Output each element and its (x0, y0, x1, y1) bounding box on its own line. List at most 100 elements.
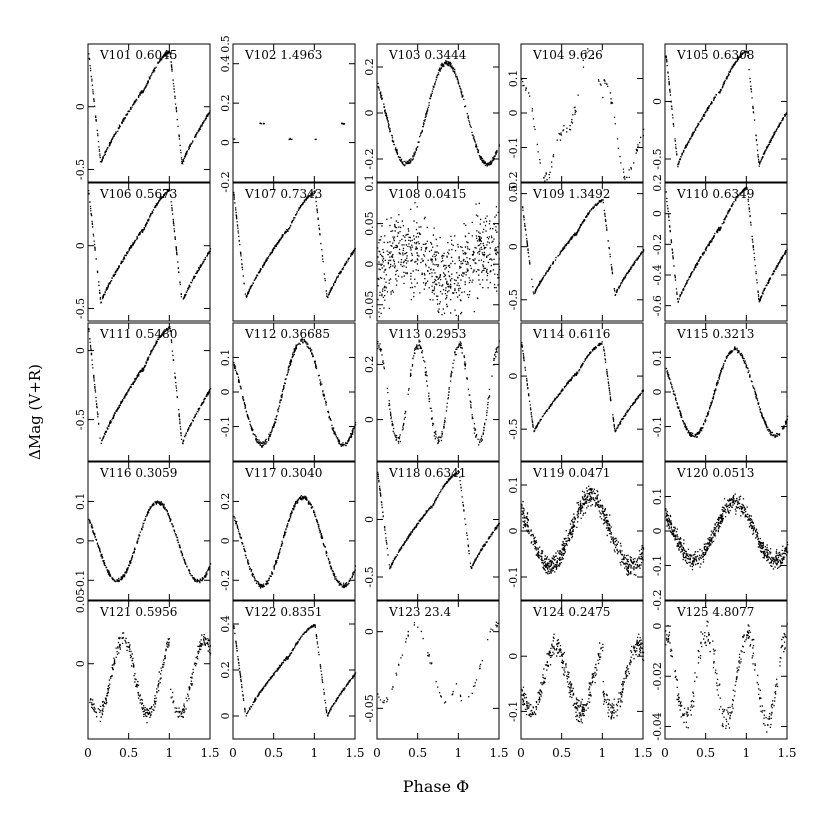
x-tick-label: 0 (229, 746, 237, 760)
x-tick-label: 1.5 (489, 746, 508, 760)
x-tick-label: 1 (166, 746, 174, 760)
data-points (88, 500, 212, 584)
panel-title: V116 0.3059 (99, 466, 177, 480)
panel-v120: -0.2 -0.1 0 0.1 V120 0.0513 (651, 461, 789, 611)
y-tick-label: 0 (363, 261, 376, 268)
panel-frame (520, 461, 644, 601)
y-tick-label: 0.05 (363, 211, 376, 236)
panel-frame (232, 600, 356, 740)
y-tick-label: -0.1 (74, 570, 87, 591)
y-tick-label: 0 (363, 416, 376, 423)
y-tick-label: 0.5 (507, 185, 520, 203)
panel-title: V121 0.5956 (99, 605, 177, 619)
panel-frame (376, 461, 500, 601)
y-tick-label: -0.05 (363, 694, 376, 722)
y-tick-label: 0.1 (74, 493, 87, 511)
y-tick-label: 0.2 (363, 356, 376, 374)
y-tick-label: -0.1 (507, 566, 520, 587)
y-tick-label: 0 (651, 389, 664, 396)
panel-frame (664, 461, 788, 601)
data-points (665, 50, 788, 168)
y-tick-label: 0 (219, 389, 232, 396)
y-tick-label: -0.2 (651, 234, 664, 255)
panel-frame (376, 43, 500, 183)
panel-title: V125 4.8077 (676, 605, 754, 619)
panel-title: V119 0.0471 (532, 466, 610, 480)
data-points (88, 188, 212, 304)
y-tick-label: 0 (74, 242, 87, 249)
panel-frame (520, 600, 644, 740)
y-tick-label: 0 (507, 373, 520, 380)
data-points (521, 633, 645, 724)
panel-title: V109 1.3492 (532, 187, 610, 201)
x-tick-label: 0.5 (264, 746, 283, 760)
x-tick-label: 1 (599, 746, 607, 760)
y-tick-label: 0 (507, 653, 520, 660)
y-tick-label: -0.02 (651, 662, 664, 690)
panel-v125: -0.04 -0.02 0 V125 4.8077 0 0.5 1 1.5 (651, 600, 797, 760)
panel-title: V117 0.3040 (244, 466, 322, 480)
panel-frame (376, 182, 500, 322)
panel-v106: -0.5 0 V106 0.5673 (74, 182, 212, 322)
panel-frame (520, 43, 644, 183)
y-tick-label: 0 (507, 243, 520, 250)
y-tick-label: 0.05 (74, 589, 87, 614)
data-points (521, 341, 644, 433)
y-axis-label: ΔMag (V+R) (26, 364, 44, 460)
panel-title: V120 0.0513 (676, 466, 754, 480)
panel-title: V108 0.0415 (388, 187, 466, 201)
x-tick-label: 0.5 (408, 746, 427, 760)
data-points (233, 190, 356, 299)
panel-v118: -0.5 0 V118 0.6341 (363, 461, 500, 601)
y-tick-label: -0.5 (74, 159, 87, 180)
y-tick-label: -0.1 (507, 137, 520, 158)
y-tick-label: 0 (651, 528, 664, 535)
data-points (377, 202, 501, 318)
data-points (521, 48, 645, 182)
y-tick-label: -0.5 (74, 409, 87, 430)
y-tick-label: 0.2 (219, 661, 232, 679)
panel-v122: 0 0.2 0.4 V122 0.8351 0 0.5 1 1.5 (219, 600, 365, 760)
panel-v107: V107 0.7343 (232, 182, 356, 322)
data-points (233, 495, 357, 589)
y-tick-label: 0.1 (651, 488, 664, 506)
panel-v109: -0.5 0 0.5 V109 1.3492 (507, 182, 645, 322)
panel-title: V118 0.6341 (388, 466, 466, 480)
x-tick-label: 0.5 (552, 746, 571, 760)
y-tick-label: -0.5 (507, 419, 520, 440)
data-points (88, 50, 211, 165)
panel-frame (520, 182, 644, 322)
panel-v119: -0.1 0 0.1 V119 0.0471 (507, 461, 645, 601)
panel-frame (664, 43, 788, 183)
y-tick-label: 0 (363, 628, 376, 635)
y-tick-label: 0 (651, 210, 664, 217)
panel-title: V110 0.6349 (676, 187, 754, 201)
y-tick-label: -0.5 (507, 289, 520, 310)
y-tick-label: 0.1 (507, 70, 520, 88)
y-tick-label: -0.1 (651, 416, 664, 437)
panel-v112: -0.1 0 0.1 V112 0.36685 (219, 322, 357, 462)
y-tick-label: -0.1 (507, 701, 520, 722)
panel-frame (87, 600, 211, 740)
y-tick-label: 0 (74, 537, 87, 544)
data-points (522, 199, 645, 296)
panel-title: V103 0.3444 (388, 48, 467, 62)
panel-v110: -0.6 -0.4 -0.2 0 0.2 V110 0.6349 (651, 174, 788, 322)
y-tick-label: -0.2 (219, 171, 232, 192)
panel-v117: -0.2 0 0.2 V117 0.3040 (219, 461, 357, 601)
data-points (233, 624, 357, 717)
x-tick-label: 1.5 (777, 746, 796, 760)
panel-v116: -0.1 0 0.1 V116 0.3059 (74, 461, 212, 601)
panel-v115: -0.1 0 0.1 V115 0.3213 (651, 322, 789, 462)
y-tick-label: -0.1 (651, 555, 664, 576)
y-tick-label: 0 (651, 623, 664, 630)
y-tick-label: 0.5 (219, 35, 232, 53)
data-points (521, 485, 645, 576)
panel-v124: -0.1 0 V124 0.2475 0 0.5 1 1.5 (507, 600, 653, 760)
y-tick-label: 0 (507, 528, 520, 535)
panel-title: V106 0.5673 (99, 187, 177, 201)
y-tick-label: -0.2 (507, 171, 520, 192)
y-tick-label: -0.04 (651, 712, 664, 740)
y-tick-label: 0 (651, 98, 664, 105)
